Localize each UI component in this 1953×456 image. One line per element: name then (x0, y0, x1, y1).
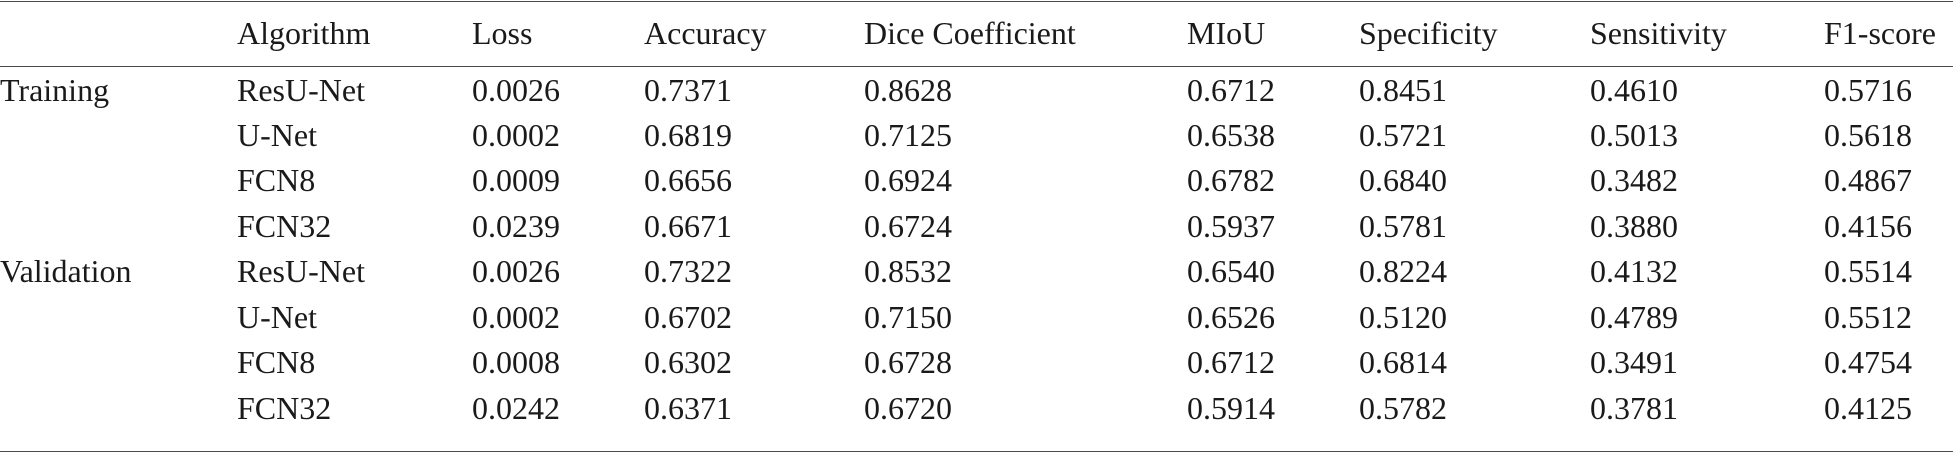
split-label (0, 204, 237, 250)
table-row: FCN8 0.0008 0.6302 0.6728 0.6712 0.6814 … (0, 340, 1953, 386)
f1-score-cell: 0.4867 (1824, 162, 1912, 199)
miou-cell: 0.6712 (1187, 344, 1275, 381)
header-f1-score: F1-score (1824, 15, 1936, 51)
specificity-cell: 0.5120 (1359, 298, 1447, 335)
specificity-cell: 0.5782 (1359, 389, 1447, 426)
bottom-rule (0, 451, 1953, 452)
algorithm-cell: FCN32 (237, 389, 332, 426)
algorithm-cell: FCN32 (237, 207, 332, 244)
header-specificity: Specificity (1359, 15, 1498, 51)
table-row: FCN8 0.0009 0.6656 0.6924 0.6782 0.6840 … (0, 158, 1953, 204)
accuracy-cell: 0.6656 (644, 162, 732, 199)
table-row: FCN32 0.0242 0.6371 0.6720 0.5914 0.5782… (0, 386, 1953, 432)
sensitivity-cell: 0.4610 (1590, 72, 1678, 109)
dice-cell: 0.8532 (864, 253, 952, 290)
miou-cell: 0.6540 (1187, 253, 1275, 290)
loss-cell: 0.0002 (472, 298, 560, 335)
miou-cell: 0.5914 (1187, 389, 1275, 426)
f1-score-cell: 0.5618 (1824, 116, 1912, 153)
table-row: Training ResU-Net 0.0026 0.7371 0.8628 0… (0, 67, 1953, 113)
loss-cell: 0.0009 (472, 162, 560, 199)
loss-cell: 0.0242 (472, 389, 560, 426)
f1-score-cell: 0.5512 (1824, 298, 1912, 335)
accuracy-cell: 0.6671 (644, 207, 732, 244)
specificity-cell: 0.6840 (1359, 162, 1447, 199)
loss-cell: 0.0026 (472, 72, 560, 109)
sensitivity-cell: 0.4789 (1590, 298, 1678, 335)
f1-score-cell: 0.4156 (1824, 207, 1912, 244)
split-label (0, 295, 237, 341)
miou-cell: 0.6526 (1187, 298, 1275, 335)
sensitivity-cell: 0.4132 (1590, 253, 1678, 290)
f1-score-cell: 0.5716 (1824, 72, 1912, 109)
header-rule (0, 66, 1953, 67)
sensitivity-cell: 0.5013 (1590, 116, 1678, 153)
algorithm-cell: FCN8 (237, 344, 316, 381)
loss-cell: 0.0239 (472, 207, 560, 244)
algorithm-cell: FCN8 (237, 162, 316, 199)
table-row: U-Net 0.0002 0.6819 0.7125 0.6538 0.5721… (0, 113, 1953, 159)
accuracy-cell: 0.6702 (644, 298, 732, 335)
algorithm-cell: U-Net (237, 116, 317, 153)
results-table: Algorithm Loss Accuracy Dice Coefficient… (0, 0, 1953, 432)
sensitivity-cell: 0.3880 (1590, 207, 1678, 244)
algorithm-cell: ResU-Net (237, 253, 365, 290)
sensitivity-cell: 0.3491 (1590, 344, 1678, 381)
algorithm-cell: U-Net (237, 298, 317, 335)
miou-cell: 0.6538 (1187, 116, 1275, 153)
dice-cell: 0.6924 (864, 162, 952, 199)
dice-cell: 0.6720 (864, 389, 952, 426)
dice-cell: 0.7125 (864, 116, 952, 153)
split-label (0, 386, 237, 432)
f1-score-cell: 0.4125 (1824, 389, 1912, 426)
header-miou: MIoU (1187, 15, 1266, 51)
table-row: U-Net 0.0002 0.6702 0.7150 0.6526 0.5120… (0, 295, 1953, 341)
header-loss: Loss (472, 15, 533, 51)
f1-score-cell: 0.5514 (1824, 253, 1912, 290)
specificity-cell: 0.5781 (1359, 207, 1447, 244)
miou-cell: 0.6782 (1187, 162, 1275, 199)
dice-cell: 0.7150 (864, 298, 952, 335)
miou-cell: 0.6712 (1187, 72, 1275, 109)
accuracy-cell: 0.6819 (644, 116, 732, 153)
split-label (0, 340, 237, 386)
header-sensitivity: Sensitivity (1590, 15, 1727, 51)
header-accuracy: Accuracy (644, 15, 767, 51)
header-algorithm: Algorithm (237, 15, 371, 51)
sensitivity-cell: 0.3781 (1590, 389, 1678, 426)
split-label: Validation (0, 253, 132, 290)
table-row: FCN32 0.0239 0.6671 0.6724 0.5937 0.5781… (0, 204, 1953, 250)
miou-cell: 0.5937 (1187, 207, 1275, 244)
dice-cell: 0.6724 (864, 207, 952, 244)
accuracy-cell: 0.6371 (644, 389, 732, 426)
specificity-cell: 0.8451 (1359, 72, 1447, 109)
dice-cell: 0.6728 (864, 344, 952, 381)
loss-cell: 0.0026 (472, 253, 560, 290)
header-dice-coefficient: Dice Coefficient (864, 15, 1076, 51)
algorithm-cell: ResU-Net (237, 72, 365, 109)
f1-score-cell: 0.4754 (1824, 344, 1912, 381)
specificity-cell: 0.8224 (1359, 253, 1447, 290)
accuracy-cell: 0.7371 (644, 72, 732, 109)
specificity-cell: 0.5721 (1359, 116, 1447, 153)
dice-cell: 0.8628 (864, 72, 952, 109)
loss-cell: 0.0008 (472, 344, 560, 381)
split-label: Training (0, 72, 110, 109)
top-rule (0, 1, 1953, 2)
loss-cell: 0.0002 (472, 116, 560, 153)
header-split (0, 0, 237, 67)
split-label (0, 113, 237, 159)
split-label (0, 158, 237, 204)
accuracy-cell: 0.6302 (644, 344, 732, 381)
accuracy-cell: 0.7322 (644, 253, 732, 290)
table-row: Validation ResU-Net 0.0026 0.7322 0.8532… (0, 249, 1953, 295)
header-row: Algorithm Loss Accuracy Dice Coefficient… (0, 0, 1953, 67)
specificity-cell: 0.6814 (1359, 344, 1447, 381)
sensitivity-cell: 0.3482 (1590, 162, 1678, 199)
